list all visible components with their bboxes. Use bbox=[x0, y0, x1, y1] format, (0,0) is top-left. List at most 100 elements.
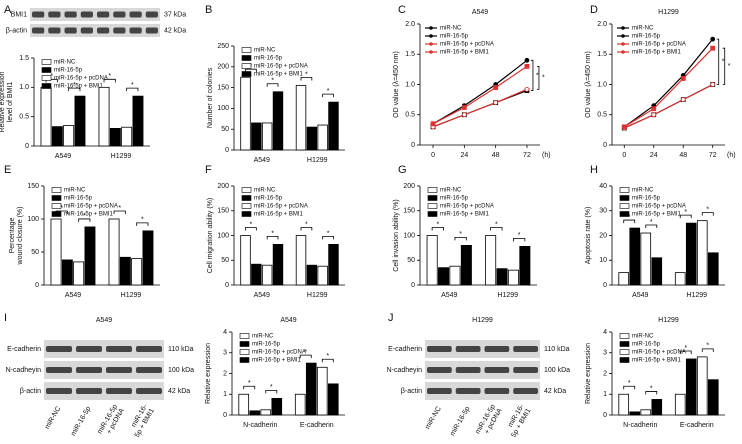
y-tick-label: 200 bbox=[217, 183, 229, 190]
legend-swatch bbox=[241, 195, 252, 201]
y-tick-label: 0 bbox=[603, 282, 607, 289]
legend-label: miR-NC bbox=[254, 188, 276, 194]
bar bbox=[240, 76, 251, 151]
blot-band bbox=[106, 346, 132, 352]
significance-label: * bbox=[722, 59, 725, 66]
bar bbox=[271, 397, 283, 416]
significance-bracket bbox=[645, 224, 658, 229]
significance-bracket bbox=[300, 227, 313, 231]
legend-label: miR-16-5p + BMI1 bbox=[64, 212, 114, 218]
bar bbox=[317, 265, 328, 286]
point bbox=[524, 63, 530, 69]
blot-size-label: 37 kDa bbox=[164, 11, 186, 18]
blot-strip bbox=[44, 340, 164, 358]
blot-band bbox=[427, 388, 452, 394]
blot-size-label: 42 kDa bbox=[164, 27, 186, 34]
legend-swatch bbox=[241, 55, 252, 61]
bar bbox=[261, 264, 273, 286]
x-tick-label: A549 bbox=[441, 292, 457, 299]
point bbox=[493, 85, 499, 90]
legend-label: miR-NC bbox=[440, 26, 462, 32]
y-axis-label: OD value (λ=450 nm) bbox=[585, 51, 592, 118]
panel-letter: J bbox=[388, 312, 394, 324]
y-tick-label: 50 bbox=[221, 126, 229, 133]
blot-band bbox=[484, 346, 510, 352]
line bbox=[623, 38, 714, 128]
chart-title: A549 bbox=[472, 9, 488, 16]
legend-swatch bbox=[427, 211, 438, 217]
significance-bracket bbox=[136, 222, 149, 226]
bar bbox=[496, 268, 508, 286]
y-tick-label: 50 bbox=[407, 257, 415, 264]
significance-label: * bbox=[271, 78, 274, 85]
legend-marker bbox=[429, 42, 433, 46]
blot-band bbox=[129, 27, 142, 34]
legend-label: miR-16-5p + pcDNA bbox=[252, 350, 306, 356]
bar bbox=[640, 409, 652, 416]
bar bbox=[651, 257, 663, 286]
legend-swatch bbox=[241, 187, 252, 193]
y-axis-label: Apoptosis rate (%) bbox=[585, 207, 592, 265]
blot-band bbox=[113, 27, 126, 34]
significance-bracket bbox=[513, 237, 526, 242]
legend-label: miR-16-5p + BMI1 bbox=[252, 358, 302, 364]
significance-bracket bbox=[716, 38, 720, 85]
legend-marker bbox=[429, 34, 433, 38]
bar bbox=[305, 362, 317, 416]
point bbox=[651, 112, 657, 118]
significance-label: * bbox=[305, 71, 308, 78]
blot-row-label: N-cadheyin bbox=[387, 367, 423, 374]
y-tick-label: 2 bbox=[603, 370, 607, 377]
y-tick-label: 0 bbox=[35, 282, 39, 289]
blot-row-label: E-cadherin bbox=[388, 346, 422, 353]
bar bbox=[438, 267, 450, 286]
point bbox=[710, 82, 716, 87]
bar bbox=[131, 258, 143, 286]
lane-label: miR-16-5p+ pcDNA bbox=[474, 403, 503, 439]
y-tick-label: 0 bbox=[25, 143, 29, 150]
blot-row-label: β-actin bbox=[6, 27, 27, 34]
legend-swatch bbox=[241, 71, 252, 77]
legend-swatch bbox=[241, 211, 252, 217]
blot-band bbox=[145, 11, 158, 18]
bar bbox=[317, 124, 328, 151]
significance-bracket bbox=[645, 391, 658, 395]
blot-band bbox=[113, 11, 126, 18]
line bbox=[623, 47, 714, 128]
legend-label: miR-16-5p + pcDNA bbox=[632, 42, 686, 48]
significance-bracket bbox=[300, 77, 313, 81]
bar bbox=[426, 235, 438, 286]
significance-bracket bbox=[701, 348, 714, 352]
blot-size-label: 110 kDa bbox=[544, 346, 570, 353]
point bbox=[461, 112, 467, 118]
legend-label: miR-16-5p bbox=[252, 342, 281, 348]
significance-bracket bbox=[45, 78, 58, 83]
significance-label: * bbox=[628, 380, 631, 387]
bar bbox=[84, 226, 96, 286]
significance-label: * bbox=[706, 206, 709, 213]
legend-label: miR-16-5p + pcDNA bbox=[632, 204, 686, 210]
y-tick-label: 150 bbox=[217, 208, 229, 215]
bar bbox=[295, 85, 307, 151]
y-tick-label: 0.5 bbox=[19, 114, 29, 121]
significance-label: * bbox=[728, 63, 731, 70]
bar bbox=[240, 235, 251, 286]
point bbox=[710, 45, 716, 51]
legend-swatch bbox=[427, 203, 438, 209]
blot-band bbox=[97, 11, 110, 18]
y-tick-label: 1 bbox=[603, 391, 607, 398]
bar bbox=[707, 379, 719, 416]
lane-label: miR-NC bbox=[44, 405, 63, 430]
significance-bracket bbox=[490, 227, 503, 231]
x-tick-label: N-cadherin bbox=[623, 422, 657, 429]
bar bbox=[121, 126, 133, 147]
y-tick-label: 10 bbox=[599, 257, 607, 264]
significance-label: * bbox=[73, 82, 76, 89]
blot-band bbox=[48, 11, 61, 18]
legend-swatch bbox=[239, 357, 250, 363]
bar bbox=[640, 232, 652, 286]
significance-bracket bbox=[530, 59, 534, 91]
bar bbox=[316, 366, 328, 416]
legend-label: miR-16-5p bbox=[632, 34, 661, 40]
y-axis-label: Percentage bbox=[9, 217, 16, 253]
